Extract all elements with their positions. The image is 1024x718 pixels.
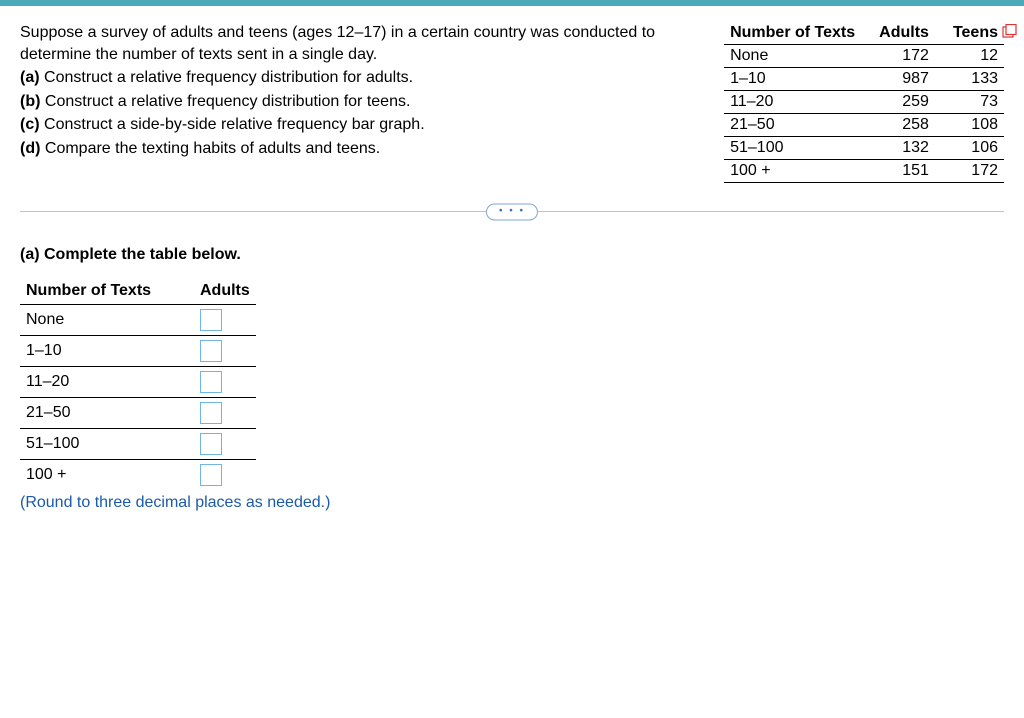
answer-category: 100 + [20, 460, 180, 491]
upper-section: Suppose a survey of adults and teens (ag… [20, 22, 1004, 183]
data-cell: 108 [935, 114, 1004, 137]
data-cell: 12 [935, 45, 1004, 68]
data-cell: None [724, 45, 861, 68]
question-part-b: (b) Construct a relative frequency distr… [20, 91, 680, 113]
answer-input-51-100[interactable] [200, 433, 222, 455]
table-row: 51–100 [20, 429, 256, 460]
data-cell: 987 [861, 68, 935, 91]
answer-input-100-plus[interactable] [200, 464, 222, 486]
question-part-d: (d) Compare the texting habits of adults… [20, 138, 680, 160]
data-cell: 51–100 [724, 137, 861, 160]
table-row: 51–100 132 106 [724, 137, 1004, 160]
question-part-a: (a) Construct a relative frequency distr… [20, 67, 680, 89]
answer-input-11-20[interactable] [200, 371, 222, 393]
data-cell: 73 [935, 91, 1004, 114]
answer-col-texts: Number of Texts [20, 278, 180, 305]
data-cell: 21–50 [724, 114, 861, 137]
table-row: 100 + [20, 460, 256, 491]
data-col-adults: Adults [861, 22, 935, 45]
answer-col-adults: Adults [180, 278, 256, 305]
answer-cell [180, 460, 256, 491]
data-cell: 1–10 [724, 68, 861, 91]
answer-category: 51–100 [20, 429, 180, 460]
answer-cell [180, 305, 256, 336]
data-cell: 100 + [724, 160, 861, 183]
data-cell: 132 [861, 137, 935, 160]
table-row: 21–50 258 108 [724, 114, 1004, 137]
answer-cell [180, 429, 256, 460]
answer-input-none[interactable] [200, 309, 222, 331]
table-row: 1–10 987 133 [724, 68, 1004, 91]
section-divider: • • • [20, 211, 1004, 212]
answer-cell [180, 336, 256, 367]
data-cell: 151 [861, 160, 935, 183]
answer-cell [180, 367, 256, 398]
data-cell: 172 [861, 45, 935, 68]
part-a-prompt: (a) Complete the table below. [20, 246, 1004, 264]
table-row: 1–10 [20, 336, 256, 367]
data-cell: 258 [861, 114, 935, 137]
data-table-header-row: Number of Texts Adults Teens [724, 22, 1004, 45]
question-intro: Suppose a survey of adults and teens (ag… [20, 22, 680, 65]
answer-category: 1–10 [20, 336, 180, 367]
table-row: None [20, 305, 256, 336]
answer-category: None [20, 305, 180, 336]
table-row: 21–50 [20, 398, 256, 429]
question-text: Suppose a survey of adults and teens (ag… [20, 22, 680, 162]
table-row: 11–20 259 73 [724, 91, 1004, 114]
data-cell: 11–20 [724, 91, 861, 114]
data-table: Number of Texts Adults Teens None 172 12… [724, 22, 1004, 183]
answer-category: 11–20 [20, 367, 180, 398]
data-cell: 133 [935, 68, 1004, 91]
rounding-note: (Round to three decimal places as needed… [20, 494, 1004, 512]
page-content: Suppose a survey of adults and teens (ag… [0, 6, 1024, 532]
copy-icon[interactable] [1002, 24, 1018, 43]
data-col-texts: Number of Texts [724, 22, 861, 45]
answer-category: 21–50 [20, 398, 180, 429]
answer-cell [180, 398, 256, 429]
data-cell: 259 [861, 91, 935, 114]
table-row: 100 + 151 172 [724, 160, 1004, 183]
table-row: None 172 12 [724, 45, 1004, 68]
data-col-teens: Teens [935, 22, 1004, 45]
answer-input-1-10[interactable] [200, 340, 222, 362]
answer-table-header-row: Number of Texts Adults [20, 278, 256, 305]
table-row: 11–20 [20, 367, 256, 398]
answer-table: Number of Texts Adults None 1–10 11–20 2… [20, 278, 256, 490]
data-cell: 106 [935, 137, 1004, 160]
expand-button[interactable]: • • • [486, 203, 538, 220]
data-cell: 172 [935, 160, 1004, 183]
question-part-c: (c) Construct a side-by-side relative fr… [20, 114, 680, 136]
answer-input-21-50[interactable] [200, 402, 222, 424]
